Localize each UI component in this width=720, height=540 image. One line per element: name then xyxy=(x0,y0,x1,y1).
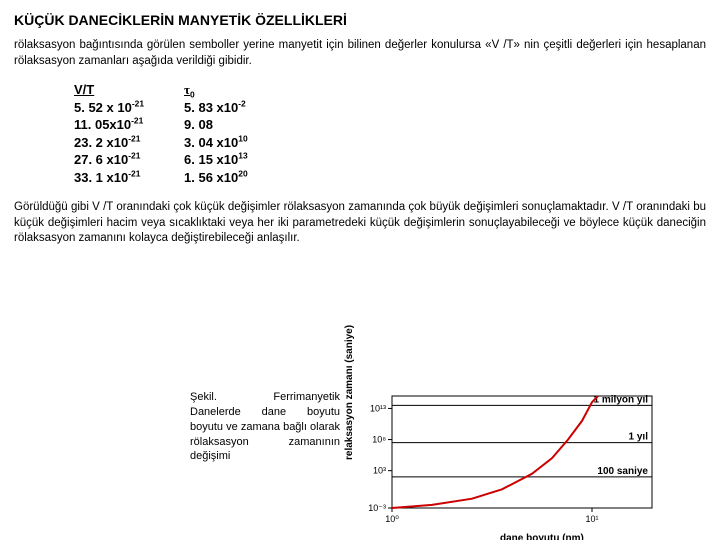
figure-caption: Şekil. Ferrimanyetik Danelerde dane boyu… xyxy=(190,390,340,464)
svg-text:10¹³: 10¹³ xyxy=(370,403,386,413)
col1-row: 11. 05x10-21 xyxy=(74,116,144,134)
col-tau: τ0 5. 83 x10-2 9. 08 3. 04 x1010 6. 15 x… xyxy=(184,81,248,186)
col1-row: 33. 1 x10-21 xyxy=(74,169,144,187)
col-vt: V/T 5. 52 x 10-21 11. 05x10-21 23. 2 x10… xyxy=(74,81,144,186)
figure-block: Şekil. Ferrimanyetik Danelerde dane boyu… xyxy=(190,390,690,530)
svg-text:1 yıl: 1 yıl xyxy=(629,432,649,443)
mid-paragraph: Görüldüğü gibi V /T oranındaki çok küçük… xyxy=(14,200,706,247)
col2-header: τ0 xyxy=(184,81,248,99)
relaxation-chart: relaksasyon zamanı (saniye) dane boyutu … xyxy=(350,390,670,530)
col2-row: 9. 08 xyxy=(184,116,248,134)
col1-row: 5. 52 x 10-21 xyxy=(74,99,144,117)
svg-text:10⁰: 10⁰ xyxy=(385,514,399,524)
col1-row: 23. 2 x10-21 xyxy=(74,134,144,152)
svg-text:100 saniye: 100 saniye xyxy=(597,466,648,477)
col2-row: 5. 83 x10-2 xyxy=(184,99,248,117)
page-title: KÜÇÜK DANECİKLERİN MANYETİK ÖZELLİKLERİ xyxy=(14,12,706,28)
col1-row: 27. 6 x10-21 xyxy=(74,151,144,169)
svg-text:10⁻³: 10⁻³ xyxy=(368,503,386,513)
y-axis-label: relaksasyon zamanı (saniye) xyxy=(344,325,355,460)
intro-paragraph: rölaksasyon bağıntısında görülen semboll… xyxy=(14,38,706,69)
col2-row: 3. 04 x1010 xyxy=(184,134,248,152)
svg-text:10³: 10³ xyxy=(373,466,386,476)
data-table: V/T 5. 52 x 10-21 11. 05x10-21 23. 2 x10… xyxy=(74,81,706,186)
svg-text:1 milyon yıl: 1 milyon yıl xyxy=(594,394,649,405)
col2-row: 6. 15 x1013 xyxy=(184,151,248,169)
col1-header: V/T xyxy=(74,81,144,99)
svg-text:10¹: 10¹ xyxy=(585,514,598,524)
svg-text:10⁸: 10⁸ xyxy=(372,435,386,445)
x-axis-label: dane boyutu (nm) xyxy=(500,533,584,540)
col2-row: 1. 56 x1020 xyxy=(184,169,248,187)
